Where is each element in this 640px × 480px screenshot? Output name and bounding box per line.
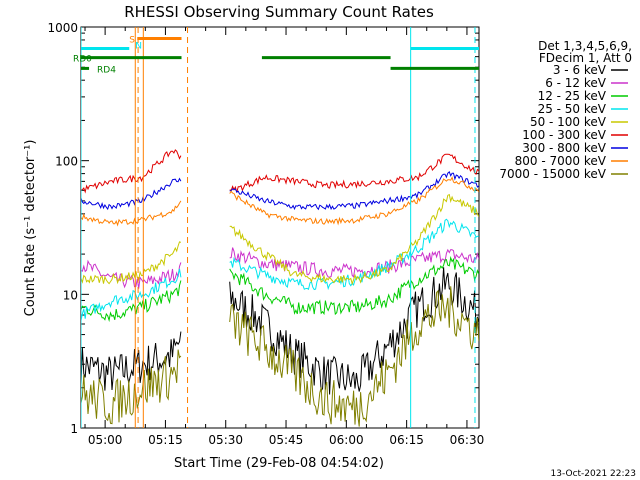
series-line	[81, 259, 182, 289]
legend-entry-label: 300 - 800 keV	[522, 141, 606, 155]
chart-title: RHESSI Observing Summary Count Rates	[124, 3, 434, 21]
series-line	[81, 177, 182, 211]
series-line	[81, 280, 182, 323]
x-axis-label: Start Time (29-Feb-08 04:54:02)	[174, 456, 384, 471]
series-line	[229, 218, 479, 291]
x-tick-label: 05:00	[88, 433, 123, 447]
x-tick-label: 06:30	[450, 433, 485, 447]
x-tick-label: 05:30	[208, 433, 243, 447]
legend-entry-label: 6 - 12 keV	[545, 76, 607, 90]
state-bar-label: S	[129, 36, 135, 46]
y-axis-label: Count Rate (s⁻¹ detector⁻¹)	[23, 140, 38, 317]
x-tick-label: 05:15	[148, 433, 183, 447]
state-bar-label: RD0	[73, 55, 92, 65]
series-line	[229, 171, 479, 211]
series-line	[229, 153, 479, 193]
legend-header-line: Det 1,3,4,5,6,9,	[538, 39, 632, 53]
legend-entry-label: 100 - 300 keV	[522, 128, 606, 142]
legend-entry-label: 25 - 50 keV	[538, 102, 607, 116]
legend: Det 1,3,4,5,6,9,FDecim 1, Att 03 - 6 keV…	[499, 39, 632, 181]
series-line	[81, 268, 182, 321]
series-line	[229, 247, 479, 278]
series-line	[229, 267, 479, 395]
y-tick-label: 1000	[47, 21, 78, 35]
series-line	[81, 349, 182, 425]
series-line	[81, 149, 182, 194]
legend-header-line: FDecim 1, Att 0	[539, 51, 632, 65]
x-tick-label: 06:00	[329, 433, 364, 447]
footer-date: 13-Oct-2021 22:23	[551, 469, 636, 479]
plot-area: 1 10 100 1000 05:00 05:15 05:30 05:45 06:00 06:15…	[47, 21, 484, 447]
legend-entry-label: 3 - 6 keV	[553, 63, 607, 77]
legend-entry-label: 50 - 100 keV	[530, 115, 607, 129]
series-line	[81, 241, 182, 285]
x-tick-label: 05:45	[269, 433, 304, 447]
legend-entry-label: 7000 - 15000 keV	[499, 167, 606, 181]
y-tick-label: 1	[70, 422, 78, 436]
series-line	[229, 286, 479, 427]
series-line	[229, 176, 479, 226]
state-bar-label: N	[135, 42, 142, 52]
series-line	[229, 255, 479, 316]
legend-entry-label: 12 - 25 keV	[538, 89, 607, 103]
y-tick-label: 100	[55, 155, 78, 169]
series-line	[81, 200, 182, 227]
state-bar-label: RD4	[97, 65, 116, 75]
x-tick-label: 06:15	[389, 433, 424, 447]
y-tick-label: 10	[63, 288, 78, 302]
legend-entry-label: 800 - 7000 keV	[515, 154, 607, 168]
series-group	[81, 27, 479, 428]
series-line	[229, 193, 479, 286]
